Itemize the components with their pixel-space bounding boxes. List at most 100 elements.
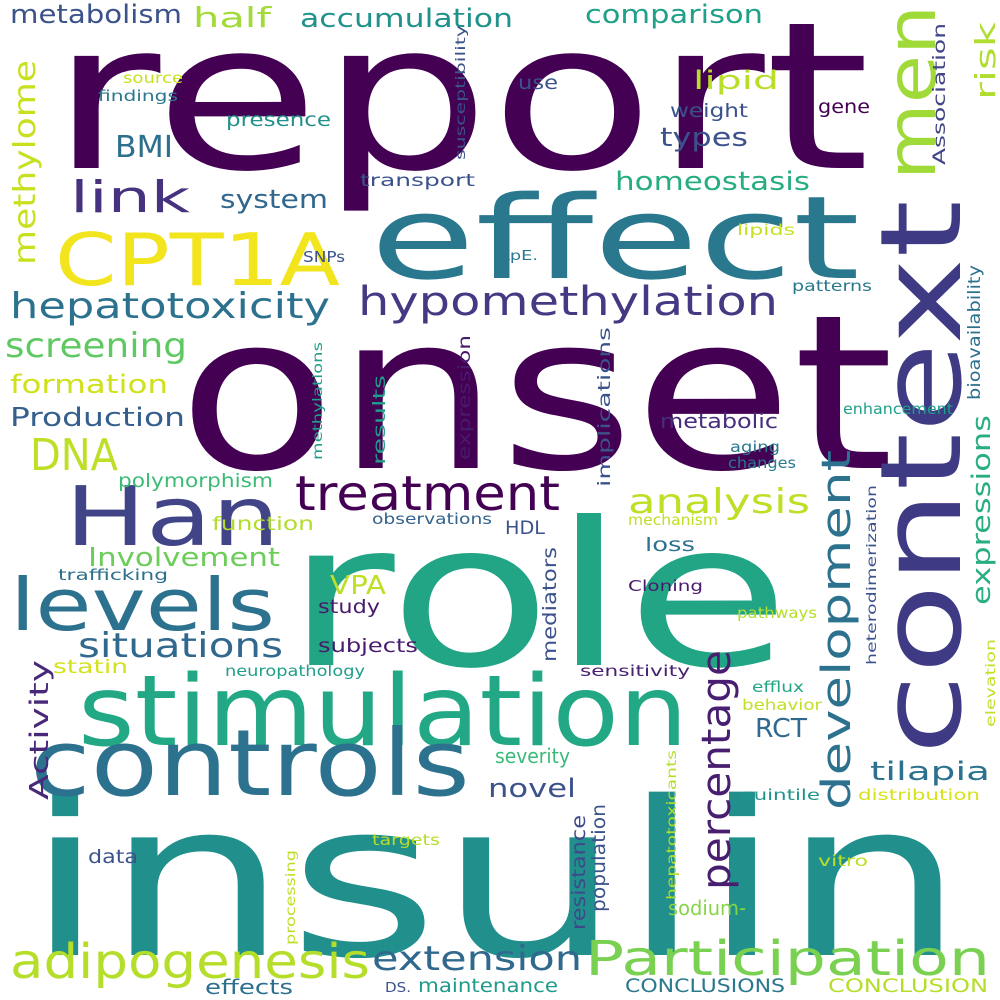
word-half: half	[193, 1, 273, 34]
word-role: role	[285, 480, 790, 713]
word-susceptibility: susceptibility	[454, 25, 469, 160]
word-cpt1a: CPT1A	[55, 218, 340, 302]
word-homeostasis: homeostasis	[615, 167, 810, 197]
word-bioavailability: bioavailability	[965, 265, 985, 400]
word-involvement: Involvement	[88, 543, 280, 573]
word-sodium: sodium-	[668, 896, 746, 920]
word-methylome: methylome	[8, 60, 43, 265]
word-dna: DNA	[30, 430, 118, 481]
word-extension: extension	[372, 939, 582, 979]
word-severity: severity	[495, 744, 570, 768]
word-snps: SNPs	[303, 248, 345, 266]
word-lipids: lipids	[737, 221, 795, 239]
word-efflux: efflux	[752, 678, 804, 696]
word-data: data	[88, 846, 138, 868]
word-hepatotoxicity: hepatotoxicity	[10, 286, 330, 327]
word-expressions: expressions	[967, 415, 997, 605]
word-vitro: vitro	[818, 852, 868, 870]
word-accumulation: accumulation	[300, 4, 513, 34]
word-cloning: Cloning	[628, 577, 703, 595]
word-percentage: percentage	[694, 650, 740, 890]
word-effect: effect	[370, 172, 860, 306]
word-association: Association	[930, 23, 950, 165]
word-weight: weight	[670, 100, 748, 122]
word-stimulation: stimulation	[78, 655, 688, 769]
word-methylations: methylations	[311, 342, 326, 460]
word-analysis: analysis	[628, 482, 810, 522]
word-loss: loss	[645, 534, 695, 556]
word-hdl: HDL	[505, 517, 545, 539]
word-presence: presence	[226, 109, 331, 131]
word-enhancement: enhancement	[843, 400, 953, 418]
word-lpe: LpE.	[500, 249, 538, 264]
word-subjects: subjects	[318, 635, 418, 657]
word-tilapia: tilapia	[870, 757, 990, 787]
word-comparison: comparison	[585, 0, 763, 30]
word-conclusion: CONCLUSION	[828, 975, 988, 997]
word-screening: screening	[5, 326, 187, 366]
word-bmi: BMI	[115, 130, 173, 165]
word-implications: implications	[595, 327, 615, 487]
word-production: Production	[10, 403, 185, 433]
word-use: use	[518, 72, 558, 94]
word-elevation: elevation	[984, 639, 999, 727]
word-han: Han	[65, 470, 280, 565]
word-types: types	[660, 123, 748, 153]
word-conclusions: CONCLUSIONS	[625, 975, 785, 997]
word-resistance: resistance	[568, 815, 590, 930]
word-development: development	[814, 450, 860, 810]
word-gene: gene	[818, 96, 870, 118]
word-study: study	[318, 596, 380, 618]
word-mechanism: mechanism	[628, 511, 718, 529]
word-processing: processing	[284, 850, 299, 945]
word-participation: Participation	[585, 931, 990, 987]
word-rct: RCT	[755, 714, 807, 744]
word-mediators: mediators	[539, 547, 561, 662]
word-sensitivity: sensitivity	[580, 662, 690, 680]
word-expression: expression	[455, 335, 475, 460]
word-insulin: insulin	[25, 755, 965, 1000]
word-changes: changes	[728, 454, 796, 472]
word-onset: onset	[178, 268, 894, 519]
word-effects: effects	[205, 975, 293, 999]
word-ds: DS.	[385, 981, 411, 996]
word-findings: findings	[98, 87, 178, 105]
word-transport: transport	[360, 171, 475, 191]
word-quintile: quintile	[740, 786, 820, 804]
word-polymorphism: polymorphism	[118, 470, 273, 492]
word-metabolic: metabolic	[660, 409, 778, 433]
word-hepatotoxicants: hepatotoxicants	[665, 750, 680, 900]
word-behavior: behavior	[742, 696, 823, 714]
word-trafficking: trafficking	[58, 566, 168, 584]
word-population: population	[588, 804, 610, 912]
word-aging: aging	[730, 438, 780, 456]
word-formation: formation	[10, 370, 168, 400]
word-report: report	[50, 0, 870, 217]
word-observations: observations	[372, 510, 492, 528]
word-heterodimerization: heterodimerization	[865, 485, 880, 665]
word-results: results	[370, 375, 390, 465]
word-maintenance: maintenance	[418, 975, 558, 997]
word-source: source	[123, 69, 183, 87]
word-novel: novel	[488, 774, 576, 804]
word-targets: targets	[372, 831, 440, 849]
word-controls: controls	[30, 710, 470, 817]
word-treatment: treatment	[295, 466, 560, 522]
word-system: system	[220, 185, 328, 215]
word-neuropathology: neuropathology	[225, 662, 365, 680]
word-levels: levels	[10, 563, 275, 647]
word-vpa: VPA	[330, 571, 386, 601]
word-metabolism: metabolism	[10, 0, 182, 30]
word-activity: Activity	[25, 660, 55, 800]
word-risk: risk	[969, 21, 1000, 100]
word-pathways: pathways	[737, 604, 817, 622]
word-situations: situations	[78, 626, 283, 666]
word-function: function	[212, 513, 314, 535]
word-context: context	[857, 200, 987, 755]
word-link: link	[70, 172, 191, 223]
word-patterns: patterns	[792, 277, 872, 295]
word-hypomethylation: hypomethylation	[358, 279, 778, 325]
word-statin: statin	[53, 656, 128, 678]
